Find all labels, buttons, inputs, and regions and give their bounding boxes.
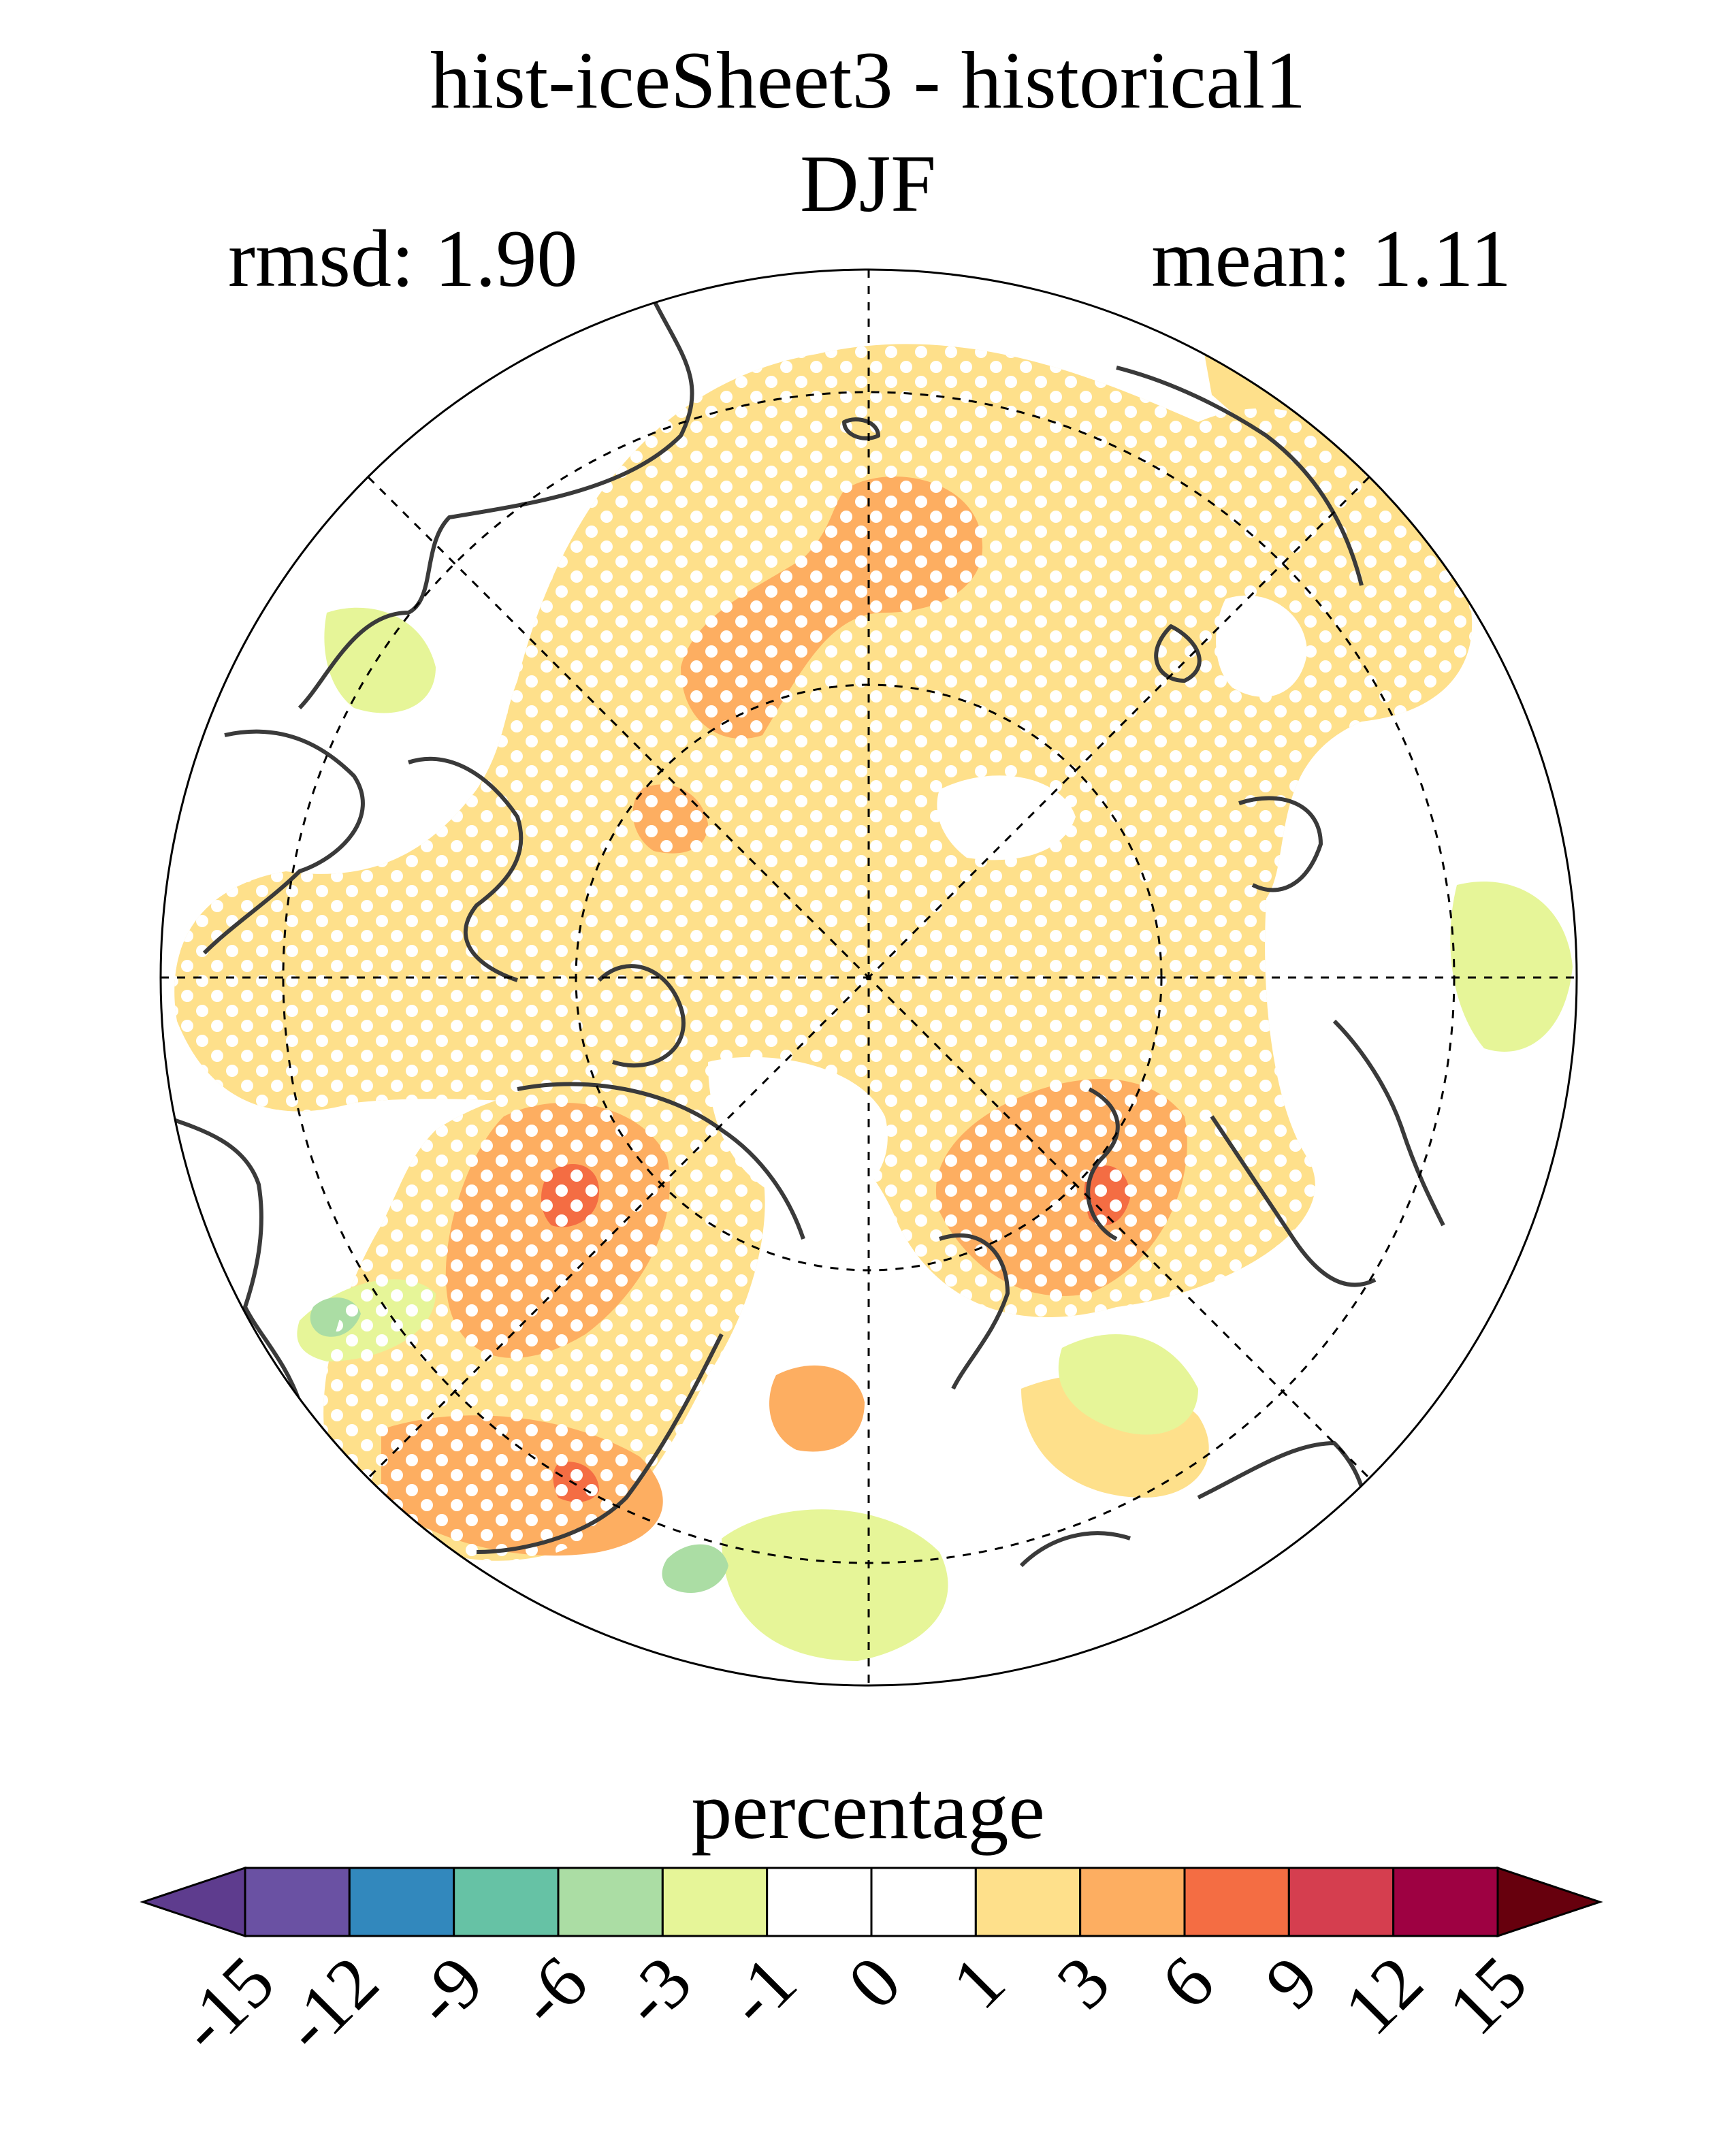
coastlines bbox=[163, 298, 1445, 1568]
stippling bbox=[174, 344, 1473, 1318]
negative-region-1-3 bbox=[1058, 1334, 1198, 1435]
colorbar-segment bbox=[661, 1867, 769, 1937]
map-title: hist-iceSheet3 - historical1 bbox=[430, 35, 1306, 125]
mean-stat: mean: 1.11 bbox=[1151, 213, 1511, 304]
colorbar-segment bbox=[1392, 1867, 1499, 1937]
colorbar-tick-label: -12 bbox=[268, 1941, 395, 2068]
colorbar-segment bbox=[1183, 1867, 1290, 1937]
colorbar-tick-label: 3 bbox=[1042, 1941, 1125, 2024]
colorbar-tick-label: -9 bbox=[398, 1941, 499, 2042]
negative-region-1-3 bbox=[1450, 882, 1573, 1052]
colorbar-segment bbox=[348, 1867, 455, 1937]
map-subtitle: DJF bbox=[799, 138, 937, 229]
negative-region-1-3 bbox=[324, 607, 436, 713]
graticule bbox=[161, 270, 1577, 1685]
colorbar-tick-label: -6 bbox=[502, 1941, 603, 2042]
colorbar bbox=[140, 1866, 1603, 1938]
map-boundary bbox=[159, 268, 1578, 1687]
polar-map bbox=[159, 268, 1578, 1687]
colorbar-tick-label: -1 bbox=[711, 1941, 812, 2042]
colorbar-segment bbox=[1287, 1867, 1395, 1937]
colorbar-tick-label: 9 bbox=[1250, 1941, 1334, 2024]
colorbar-tick-label: 15 bbox=[1433, 1941, 1543, 2051]
colorbar-extend-min bbox=[140, 1866, 246, 1938]
colorbar-tick-label: 0 bbox=[833, 1941, 916, 2024]
colorbar-tick-label: -15 bbox=[163, 1941, 290, 2068]
colorbar-tick-label: 1 bbox=[937, 1941, 1021, 2024]
anomaly-field bbox=[161, 270, 1577, 1685]
stippling bbox=[323, 1082, 765, 1561]
no-change-region bbox=[937, 775, 1076, 860]
colorbar-tick-label: 6 bbox=[1146, 1941, 1229, 2024]
colorbar-segment bbox=[453, 1867, 560, 1937]
colorbar-extend-max bbox=[1496, 1866, 1603, 1938]
positive-region-3-6 bbox=[769, 1365, 865, 1452]
negative-region-3-6 bbox=[662, 1544, 728, 1593]
no-change-region bbox=[415, 527, 517, 664]
colorbar-segment bbox=[1079, 1867, 1186, 1937]
colorbar-segment bbox=[244, 1867, 351, 1937]
colorbar-segment bbox=[766, 1867, 873, 1937]
colorbar-label: percentage bbox=[691, 1765, 1045, 1856]
no-change-region bbox=[1216, 595, 1307, 697]
colorbar-tick-label: 12 bbox=[1328, 1941, 1438, 2051]
negative-region-1-3 bbox=[722, 1509, 948, 1661]
colorbar-segment bbox=[557, 1867, 664, 1937]
colorbar-tick-label: -3 bbox=[607, 1941, 708, 2042]
colorbar-segment bbox=[870, 1867, 977, 1937]
rmsd-stat: rmsd: 1.90 bbox=[228, 213, 578, 304]
colorbar-segment bbox=[974, 1867, 1082, 1937]
